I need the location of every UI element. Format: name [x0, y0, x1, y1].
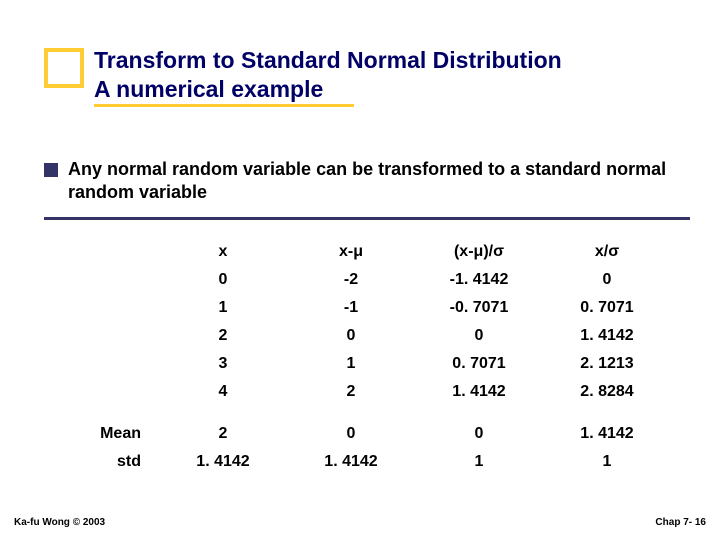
title-line-2: A numerical example	[94, 76, 323, 102]
cell: 0	[543, 271, 671, 289]
cell: 2	[159, 327, 287, 345]
data-table: x x-μ (x-μ)/σ x/σ 0 -2 -1. 4142 0 1 -1 -…	[44, 238, 690, 476]
table-row: 1 -1 -0. 7071 0. 7071	[44, 294, 690, 322]
row-label: Mean	[44, 425, 159, 443]
table-gap	[44, 406, 690, 420]
footer-copyright: Ka-fu Wong © 2003	[14, 517, 105, 528]
cell: -2	[287, 271, 415, 289]
cell: -0. 7071	[415, 299, 543, 317]
cell: 1	[287, 355, 415, 373]
section-divider	[44, 217, 690, 220]
cell: 0. 7071	[415, 355, 543, 373]
cell: 1	[415, 453, 543, 471]
slide-title-block: Transform to Standard Normal Distributio…	[44, 46, 690, 104]
title-underline	[94, 104, 354, 107]
cell: 1	[543, 453, 671, 471]
table-row: 2 0 0 1. 4142	[44, 322, 690, 350]
cell: -1	[287, 299, 415, 317]
table-row: 3 1 0. 7071 2. 1213	[44, 350, 690, 378]
cell: 1. 4142	[415, 383, 543, 401]
cell: 3	[159, 355, 287, 373]
cell: 0	[415, 425, 543, 443]
table-summary-row: Mean 2 0 0 1. 4142	[44, 420, 690, 448]
col-header: x-μ	[287, 243, 415, 261]
table-row: 0 -2 -1. 4142 0	[44, 266, 690, 294]
col-header: x/σ	[543, 243, 671, 261]
cell: 2. 8284	[543, 383, 671, 401]
cell: 1	[159, 299, 287, 317]
cell: -1. 4142	[415, 271, 543, 289]
bullet-block: Any normal random variable can be transf…	[44, 158, 680, 205]
title-line-1: Transform to Standard Normal Distributio…	[94, 47, 562, 73]
cell: 1. 4142	[543, 425, 671, 443]
cell: 0	[287, 327, 415, 345]
cell: 2	[159, 425, 287, 443]
cell: 0. 7071	[543, 299, 671, 317]
table-row: 4 2 1. 4142 2. 8284	[44, 378, 690, 406]
col-header: (x-μ)/σ	[415, 243, 543, 261]
cell: 1. 4142	[543, 327, 671, 345]
table-summary-row: std 1. 4142 1. 4142 1 1	[44, 448, 690, 476]
bullet-marker	[44, 163, 58, 177]
cell: 0	[287, 425, 415, 443]
cell: 0	[415, 327, 543, 345]
cell: 1. 4142	[159, 453, 287, 471]
cell: 2	[287, 383, 415, 401]
row-label: std	[44, 453, 159, 471]
footer-page-number: Chap 7- 16	[655, 517, 706, 528]
cell: 4	[159, 383, 287, 401]
bullet-text: Any normal random variable can be transf…	[68, 158, 680, 205]
table-header-row: x x-μ (x-μ)/σ x/σ	[44, 238, 690, 266]
col-header: x	[159, 243, 287, 261]
slide-title: Transform to Standard Normal Distributio…	[94, 46, 690, 104]
cell: 0	[159, 271, 287, 289]
title-accent-square	[44, 48, 84, 88]
cell: 2. 1213	[543, 355, 671, 373]
bullet-row: Any normal random variable can be transf…	[44, 158, 680, 205]
cell: 1. 4142	[287, 453, 415, 471]
